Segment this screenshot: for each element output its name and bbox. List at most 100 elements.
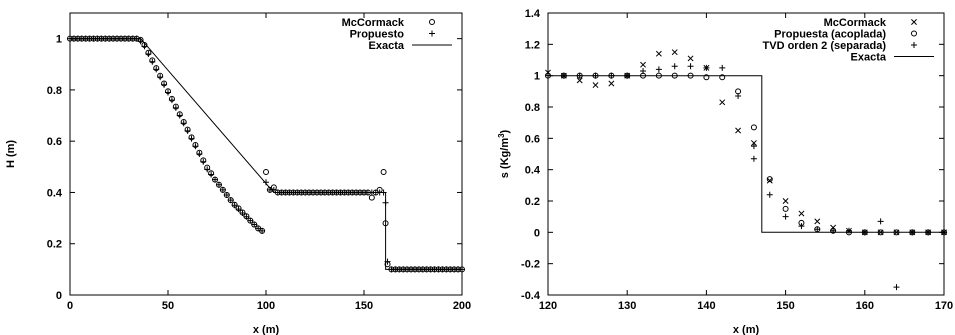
data-point bbox=[251, 221, 258, 228]
y-tick-label: 0.4 bbox=[525, 165, 541, 177]
data-point bbox=[192, 143, 199, 150]
data-point bbox=[703, 74, 710, 81]
data-point bbox=[671, 63, 678, 70]
data-point bbox=[168, 97, 175, 104]
data-point bbox=[223, 192, 230, 199]
x-tick-label: 160 bbox=[856, 300, 874, 312]
x-tick-label: 150 bbox=[776, 300, 794, 312]
y-tick-label: 0.2 bbox=[525, 196, 540, 208]
data-point bbox=[671, 49, 678, 56]
data-point bbox=[247, 217, 254, 224]
data-point bbox=[184, 127, 191, 134]
data-point bbox=[263, 179, 269, 186]
data-point bbox=[766, 191, 773, 198]
y-tick-label: 1.4 bbox=[525, 8, 541, 20]
data-point bbox=[814, 218, 821, 225]
data-point bbox=[687, 63, 694, 70]
y-tick-label: 0 bbox=[534, 227, 540, 239]
legend-label: TVD orden 2 (separada) bbox=[763, 40, 887, 52]
data-point bbox=[750, 124, 757, 131]
data-point bbox=[172, 104, 179, 111]
y-axis-label: s (Kg/m3) bbox=[497, 129, 511, 178]
data-point bbox=[735, 93, 742, 100]
data-point bbox=[798, 223, 805, 230]
data-point bbox=[157, 74, 164, 81]
x-tick-label: 0 bbox=[67, 300, 73, 312]
series-1 bbox=[545, 49, 947, 236]
legend-marker bbox=[911, 19, 917, 25]
data-point bbox=[165, 89, 171, 96]
data-point bbox=[380, 168, 387, 175]
data-point bbox=[703, 64, 710, 71]
legend-marker bbox=[911, 30, 917, 37]
data-point bbox=[798, 210, 805, 217]
x-tick-label: 100 bbox=[257, 300, 275, 312]
legend-label: Propuesto bbox=[350, 29, 405, 41]
data-point bbox=[212, 176, 219, 183]
data-point bbox=[640, 61, 646, 68]
legend-marker bbox=[911, 42, 917, 48]
data-point bbox=[655, 50, 662, 57]
data-point bbox=[208, 171, 215, 178]
legend-marker bbox=[429, 19, 435, 25]
x-tick-label: 200 bbox=[453, 300, 471, 312]
data-point bbox=[750, 155, 757, 162]
y-tick-label: 0 bbox=[56, 290, 62, 302]
data-point bbox=[239, 209, 246, 216]
data-point bbox=[176, 112, 183, 119]
x-tick-label: 140 bbox=[697, 300, 715, 312]
data-point bbox=[188, 135, 195, 142]
data-point bbox=[263, 168, 269, 175]
x-tick-label: 150 bbox=[355, 300, 373, 312]
legend-label: McCormack bbox=[342, 17, 405, 29]
chart-2: 120 130 140 150 160 170 -0.4 -0.2 0 0.2 0.4 0.6 0.8 1… bbox=[497, 8, 953, 335]
plot-frame bbox=[69, 12, 463, 296]
data-point bbox=[576, 77, 583, 84]
legend-label: McCormack bbox=[824, 17, 887, 29]
x-axis-label: x (m) bbox=[733, 324, 760, 335]
y-axis-label-superscript: 3 bbox=[497, 133, 506, 138]
series-line-exacta bbox=[70, 38, 462, 270]
data-point bbox=[719, 74, 726, 81]
data-point bbox=[153, 66, 160, 73]
data-point bbox=[243, 213, 250, 220]
data-point bbox=[893, 284, 900, 291]
y-tick-label: 1 bbox=[56, 34, 62, 46]
y-tick-label: -0.4 bbox=[521, 290, 541, 302]
x-axis-label: x (m) bbox=[253, 324, 280, 335]
y-tick-label: 1.2 bbox=[525, 39, 540, 51]
legend-label: Exacta bbox=[851, 52, 887, 64]
data-point bbox=[255, 225, 262, 232]
series-line-exacta bbox=[548, 75, 944, 233]
data-point bbox=[766, 177, 773, 184]
data-point bbox=[145, 51, 152, 58]
data-point bbox=[608, 80, 615, 87]
data-point bbox=[640, 67, 647, 74]
series-1 bbox=[67, 35, 465, 273]
data-point bbox=[235, 206, 242, 213]
y-axis-label-main: s (Kg/m bbox=[499, 138, 511, 179]
data-point bbox=[149, 58, 156, 65]
x-tick-label: 50 bbox=[162, 300, 174, 312]
data-point bbox=[219, 186, 226, 193]
x-tick-label: 120 bbox=[539, 300, 557, 312]
y-tick-label: 0.6 bbox=[525, 133, 540, 145]
y-axis-label-end: ) bbox=[499, 129, 511, 133]
y-tick-label: 0.2 bbox=[47, 239, 62, 251]
series-2 bbox=[545, 72, 947, 236]
y-tick-label: 0.8 bbox=[525, 102, 540, 114]
data-point bbox=[180, 120, 187, 127]
y-tick-label: 0.6 bbox=[47, 136, 62, 148]
data-point bbox=[215, 181, 222, 188]
data-point bbox=[719, 64, 726, 71]
data-point bbox=[141, 43, 148, 50]
data-point bbox=[592, 82, 599, 89]
series-3 bbox=[545, 63, 947, 291]
series-2 bbox=[67, 35, 465, 273]
data-point bbox=[161, 81, 168, 88]
data-point bbox=[814, 226, 821, 233]
legend-label: Exacta bbox=[369, 40, 405, 52]
data-point bbox=[782, 213, 789, 220]
